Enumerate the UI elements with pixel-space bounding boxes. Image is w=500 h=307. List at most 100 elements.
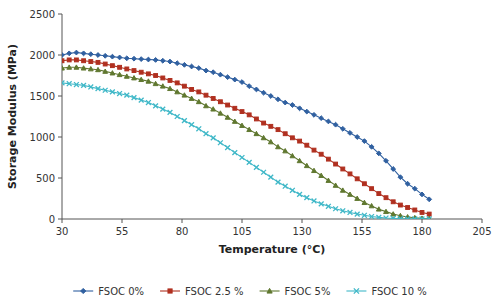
x-tick bbox=[122, 219, 123, 223]
point bbox=[110, 64, 114, 68]
point bbox=[261, 90, 266, 95]
point bbox=[247, 113, 251, 117]
point bbox=[261, 135, 266, 139]
point bbox=[297, 192, 302, 197]
point bbox=[175, 81, 179, 85]
point bbox=[312, 168, 317, 172]
point bbox=[139, 70, 143, 74]
point bbox=[74, 65, 79, 69]
point bbox=[391, 216, 396, 219]
point bbox=[67, 51, 72, 56]
point bbox=[276, 180, 281, 185]
point bbox=[420, 211, 424, 215]
legend-marker bbox=[168, 289, 172, 293]
point bbox=[290, 103, 295, 108]
point bbox=[67, 58, 71, 62]
point bbox=[369, 144, 374, 149]
point bbox=[362, 139, 367, 144]
point bbox=[211, 107, 216, 111]
point bbox=[153, 81, 158, 85]
point bbox=[355, 212, 360, 217]
point bbox=[232, 77, 237, 82]
point bbox=[226, 103, 230, 107]
point bbox=[297, 106, 302, 111]
point bbox=[168, 110, 173, 115]
y-tick-label: 0 bbox=[49, 214, 55, 225]
point bbox=[117, 55, 122, 60]
point bbox=[391, 167, 396, 172]
point bbox=[290, 153, 295, 157]
point bbox=[74, 58, 78, 62]
point bbox=[233, 106, 237, 110]
point bbox=[175, 90, 180, 94]
y-tick-label: 2500 bbox=[30, 9, 55, 20]
legend-marker bbox=[81, 288, 86, 293]
plot-area bbox=[62, 50, 432, 219]
point bbox=[254, 165, 259, 170]
point bbox=[370, 187, 374, 191]
y-tick bbox=[58, 219, 62, 220]
x-tick-label: 205 bbox=[472, 226, 491, 237]
point bbox=[117, 91, 122, 96]
point bbox=[96, 53, 101, 58]
point bbox=[268, 140, 273, 144]
point bbox=[240, 123, 245, 127]
point bbox=[369, 203, 374, 207]
point bbox=[124, 56, 129, 61]
point bbox=[67, 81, 72, 86]
point bbox=[283, 149, 288, 153]
point bbox=[67, 65, 72, 69]
point bbox=[362, 200, 367, 204]
x-axis-label: Temperature (°C) bbox=[219, 243, 326, 256]
y-tick bbox=[58, 137, 62, 138]
series-line bbox=[62, 67, 429, 218]
point bbox=[268, 175, 273, 180]
x-tick bbox=[362, 219, 363, 223]
point bbox=[88, 52, 93, 57]
point bbox=[196, 66, 201, 71]
point bbox=[211, 97, 215, 101]
point bbox=[211, 135, 216, 140]
series bbox=[62, 80, 432, 219]
point bbox=[340, 126, 345, 131]
legend-item: FSOC 5% bbox=[260, 286, 331, 297]
legend-label: FSOC 10 % bbox=[371, 286, 426, 297]
point bbox=[305, 143, 309, 147]
point bbox=[304, 163, 309, 167]
point bbox=[276, 97, 281, 102]
point bbox=[182, 93, 187, 97]
point bbox=[153, 58, 158, 63]
point bbox=[276, 128, 280, 132]
point bbox=[88, 85, 93, 90]
point bbox=[405, 181, 410, 186]
point bbox=[62, 80, 64, 85]
point bbox=[319, 201, 324, 206]
point bbox=[225, 115, 230, 119]
point bbox=[240, 110, 244, 114]
legend-item: FSOC 2.5 % bbox=[160, 286, 244, 297]
point bbox=[384, 158, 389, 163]
point bbox=[240, 80, 245, 85]
point bbox=[247, 84, 252, 89]
point bbox=[139, 98, 144, 103]
legend-marker bbox=[267, 288, 272, 293]
point bbox=[81, 51, 86, 56]
series bbox=[62, 58, 431, 216]
point bbox=[189, 64, 194, 69]
point bbox=[333, 183, 338, 187]
point bbox=[340, 188, 345, 192]
point bbox=[406, 206, 410, 210]
point bbox=[88, 67, 93, 71]
point bbox=[405, 216, 410, 219]
point bbox=[146, 79, 151, 83]
point bbox=[204, 68, 209, 73]
point bbox=[232, 119, 237, 123]
point bbox=[376, 207, 381, 211]
point bbox=[427, 217, 432, 219]
point bbox=[420, 192, 425, 197]
series-line bbox=[62, 83, 429, 219]
point bbox=[161, 76, 165, 80]
point bbox=[334, 162, 338, 166]
point bbox=[427, 197, 432, 202]
point bbox=[319, 116, 324, 121]
